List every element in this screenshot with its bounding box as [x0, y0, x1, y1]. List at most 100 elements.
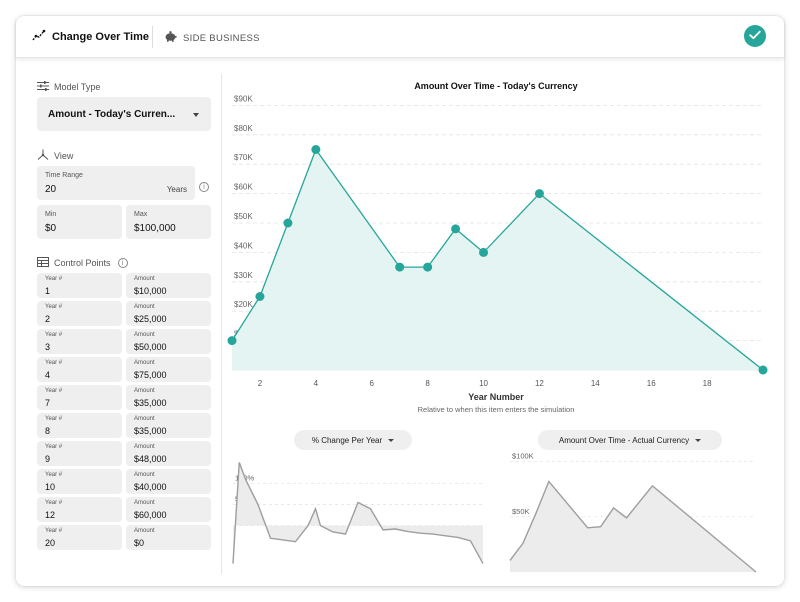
time-range-value: 20: [45, 184, 57, 195]
tab-side-business[interactable]: SIDE BUSINESS: [164, 29, 260, 47]
min-value: $0: [45, 223, 57, 234]
data-point: [227, 336, 237, 346]
amount-field[interactable]: Amount $10,000: [126, 273, 211, 298]
year-value: 7: [45, 398, 51, 408]
year-field[interactable]: Year # 9: [37, 441, 122, 466]
x-tick-label: 10: [479, 379, 488, 388]
amount-field[interactable]: Amount $48,000: [126, 441, 211, 466]
time-range-unit: Years: [166, 185, 187, 194]
year-field[interactable]: Year # 4: [37, 357, 122, 382]
series-line: [232, 462, 484, 564]
amount-field[interactable]: Amount $75,000: [126, 357, 211, 382]
amount-value: $40,000: [134, 482, 167, 492]
chevron-down-icon: [695, 438, 702, 442]
amount-field[interactable]: Amount $0: [126, 525, 211, 550]
data-point: [283, 218, 293, 228]
data-point: [311, 145, 321, 154]
x-tick-label: 16: [647, 379, 656, 388]
year-field[interactable]: Year # 1: [37, 273, 122, 298]
y-tick-label: $80K: [234, 124, 253, 133]
y-tick-label: $30K: [234, 271, 253, 280]
year-field[interactable]: Year # 2: [37, 301, 122, 326]
amount-field[interactable]: Amount $50,000: [126, 329, 211, 354]
data-point: [395, 262, 405, 272]
amount-field[interactable]: Amount $35,000: [126, 385, 211, 410]
x-tick-label: 18: [703, 379, 712, 388]
time-range-field[interactable]: Time Range 20 Years: [37, 166, 195, 200]
confirm-button[interactable]: [744, 25, 766, 47]
amount-value: $35,000: [134, 398, 167, 408]
info-icon[interactable]: i: [199, 182, 209, 192]
info-icon[interactable]: i: [117, 258, 128, 268]
series-line: [509, 480, 757, 573]
year-field[interactable]: Year # 8: [37, 413, 122, 438]
tab-label: SIDE BUSINESS: [183, 32, 260, 44]
amount-value: $25,000: [134, 314, 167, 324]
y-tick-label: $50K: [234, 212, 253, 221]
data-point: [255, 292, 265, 301]
y-tick-label: $50K: [512, 507, 530, 516]
check-icon: [749, 27, 761, 45]
y-tick-label: $70K: [234, 153, 253, 162]
axes-3d-icon: [37, 149, 49, 163]
series-line: [231, 148, 764, 371]
x-tick-label: 8: [425, 379, 430, 388]
year-value: 4: [45, 370, 51, 380]
change-per-year-select[interactable]: % Change Per Year: [294, 430, 412, 450]
amount-label: Amount: [134, 444, 155, 450]
max-label: Max: [134, 211, 148, 218]
x-tick-label: 12: [535, 379, 544, 388]
chip-label: Amount Over Time - Actual Currency: [558, 435, 690, 445]
year-field[interactable]: Year # 20: [37, 525, 122, 550]
amount-value: $75,000: [134, 370, 167, 380]
year-field[interactable]: Year # 7: [37, 385, 122, 410]
chevron-down-icon: [388, 438, 395, 442]
year-field[interactable]: Year # 12: [37, 497, 122, 522]
amount-field[interactable]: Amount $60,000: [126, 497, 211, 522]
x-axis-subtitle: Relative to when this item enters the si…: [418, 405, 575, 414]
max-value: $100,000: [134, 223, 176, 234]
year-label: Year #: [45, 388, 63, 394]
year-value: 20: [45, 538, 56, 548]
amount-label: Amount: [134, 332, 155, 338]
amount-label: Amount: [134, 472, 155, 478]
area-fill: [232, 149, 763, 370]
year-label: Year #: [45, 528, 63, 534]
model-type-text: Model Type: [54, 82, 101, 92]
year-label: Year #: [45, 332, 63, 338]
data-point: [534, 189, 544, 199]
amount-value: $35,000: [134, 426, 167, 436]
panel-divider: [221, 74, 222, 574]
max-field[interactable]: Max $100,000: [126, 205, 211, 239]
year-field[interactable]: Year # 10: [37, 469, 122, 494]
y-tick-label: $10K: [234, 330, 253, 339]
chevron-down-icon: [193, 113, 199, 117]
sliders-icon: [37, 81, 49, 93]
y-tick-label: $40K: [234, 241, 253, 250]
tab-divider: [152, 26, 153, 48]
y-tick-label: $100K: [512, 452, 534, 461]
amount-field[interactable]: Amount $40,000: [126, 469, 211, 494]
year-field[interactable]: Year # 3: [37, 329, 122, 354]
time-range-label: Time Range: [45, 172, 83, 179]
actual-currency-select[interactable]: Amount Over Time - Actual Currency: [538, 430, 722, 450]
tab-change-over-time[interactable]: Change Over Time: [32, 28, 149, 46]
x-tick-label: 14: [591, 379, 600, 388]
y-tick-label: $90K: [234, 94, 253, 103]
y-tick-label: $60K: [234, 183, 253, 192]
model-type-select[interactable]: Amount - Today's Curren...: [37, 97, 211, 131]
table-icon: [37, 257, 49, 269]
data-point: [451, 224, 461, 234]
y-tick-label: 100%: [235, 474, 255, 483]
min-field[interactable]: Min $0: [37, 205, 122, 239]
view-text: View: [54, 151, 74, 161]
amount-field[interactable]: Amount $25,000: [126, 301, 211, 326]
year-value: 10: [45, 482, 56, 492]
amount-field[interactable]: Amount $35,000: [126, 413, 211, 438]
amount-label: Amount: [134, 360, 155, 366]
view-label: View: [37, 149, 73, 163]
min-label: Min: [45, 211, 57, 218]
y-tick-label: 50%: [235, 495, 250, 504]
year-value: 12: [45, 510, 56, 520]
card-header: Change Over Time SIDE BUSINESS: [16, 16, 784, 58]
